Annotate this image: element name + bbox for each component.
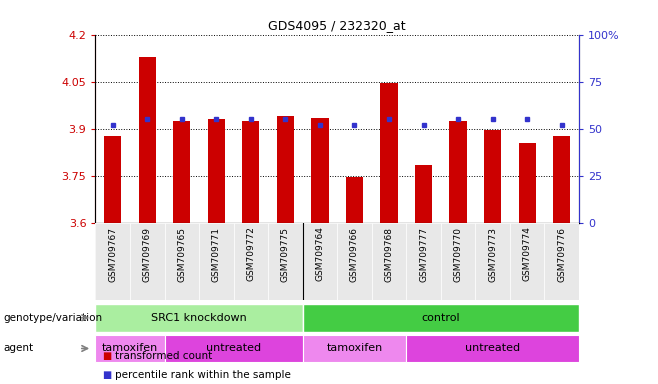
Text: GSM709771: GSM709771 — [212, 227, 221, 281]
Text: untreated: untreated — [206, 343, 261, 354]
FancyBboxPatch shape — [95, 223, 130, 300]
FancyBboxPatch shape — [406, 334, 579, 362]
Text: GSM709768: GSM709768 — [384, 227, 393, 281]
Bar — [208, 119, 225, 223]
Text: GSM709765: GSM709765 — [177, 227, 186, 281]
Text: transformed count: transformed count — [115, 351, 213, 361]
FancyBboxPatch shape — [510, 223, 544, 300]
Bar — [519, 143, 536, 223]
FancyBboxPatch shape — [475, 223, 510, 300]
Text: ■: ■ — [102, 370, 111, 380]
Bar — [242, 121, 259, 223]
Text: control: control — [422, 313, 460, 323]
Bar — [449, 121, 467, 223]
FancyBboxPatch shape — [372, 223, 406, 300]
FancyBboxPatch shape — [164, 334, 303, 362]
Text: GSM709769: GSM709769 — [143, 227, 152, 281]
FancyBboxPatch shape — [303, 223, 337, 300]
Text: percentile rank within the sample: percentile rank within the sample — [115, 370, 291, 380]
Text: GSM709775: GSM709775 — [281, 227, 290, 281]
Bar — [415, 165, 432, 223]
Bar — [553, 136, 570, 223]
FancyBboxPatch shape — [95, 304, 303, 331]
Text: GSM709772: GSM709772 — [246, 227, 255, 281]
Text: GSM709777: GSM709777 — [419, 227, 428, 281]
FancyBboxPatch shape — [268, 223, 303, 300]
FancyBboxPatch shape — [95, 223, 579, 300]
FancyBboxPatch shape — [95, 334, 164, 362]
Text: GSM709770: GSM709770 — [453, 227, 463, 281]
Text: tamoxifen: tamoxifen — [326, 343, 382, 354]
Text: agent: agent — [3, 343, 34, 354]
Text: GSM709767: GSM709767 — [108, 227, 117, 281]
Bar — [104, 136, 121, 223]
FancyBboxPatch shape — [164, 223, 199, 300]
Text: untreated: untreated — [465, 343, 520, 354]
Bar — [380, 83, 397, 223]
FancyBboxPatch shape — [544, 223, 579, 300]
Bar — [277, 116, 294, 223]
Bar — [484, 130, 501, 223]
Text: GSM709773: GSM709773 — [488, 227, 497, 281]
Title: GDS4095 / 232320_at: GDS4095 / 232320_at — [268, 19, 406, 32]
Text: GSM709766: GSM709766 — [350, 227, 359, 281]
FancyBboxPatch shape — [303, 334, 406, 362]
FancyBboxPatch shape — [337, 223, 372, 300]
Text: genotype/variation: genotype/variation — [3, 313, 103, 323]
FancyBboxPatch shape — [130, 223, 164, 300]
FancyBboxPatch shape — [441, 223, 475, 300]
Text: ■: ■ — [102, 351, 111, 361]
FancyBboxPatch shape — [303, 304, 579, 331]
Text: GSM709764: GSM709764 — [315, 227, 324, 281]
Bar — [173, 121, 190, 223]
Text: SRC1 knockdown: SRC1 knockdown — [151, 313, 247, 323]
Bar — [139, 56, 156, 223]
Bar — [346, 177, 363, 223]
FancyBboxPatch shape — [406, 223, 441, 300]
FancyBboxPatch shape — [234, 223, 268, 300]
FancyBboxPatch shape — [199, 223, 234, 300]
Text: GSM709774: GSM709774 — [522, 227, 532, 281]
Bar — [311, 118, 328, 223]
Text: tamoxifen: tamoxifen — [102, 343, 158, 354]
Text: GSM709776: GSM709776 — [557, 227, 567, 281]
